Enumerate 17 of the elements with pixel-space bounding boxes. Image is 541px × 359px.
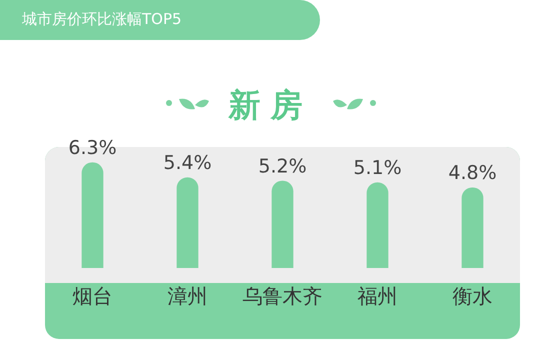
data-label: 4.8%: [448, 162, 497, 184]
bar: [272, 180, 294, 268]
chart-subtitle: 新房: [228, 85, 312, 126]
x-tick-label: 乌鲁木齐: [242, 284, 322, 308]
data-label: 5.2%: [258, 156, 307, 178]
chart-title: 城市房价环比涨幅TOP5: [22, 10, 182, 29]
x-tick-label: 漳州: [168, 284, 208, 308]
x-tick-label: 烟台: [72, 284, 112, 308]
x-tick-label: 衡水: [452, 284, 492, 308]
bar: [82, 162, 104, 268]
bar: [366, 182, 388, 268]
bar: [462, 187, 484, 268]
data-label: 5.4%: [163, 152, 212, 174]
bar: [176, 177, 198, 268]
data-label: 6.3%: [68, 137, 117, 160]
data-label: 5.1%: [353, 157, 402, 180]
x-tick-label: 福州: [358, 284, 398, 308]
